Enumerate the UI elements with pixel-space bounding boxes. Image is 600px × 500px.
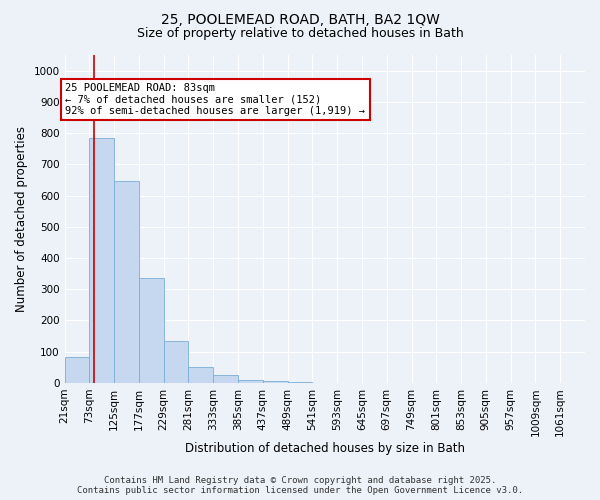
Bar (164, 341, 188, 383)
Text: Size of property relative to detached houses in Bath: Size of property relative to detached ho… (137, 28, 463, 40)
Bar (287, 382, 313, 383)
Y-axis label: Number of detached properties: Number of detached properties (15, 126, 28, 312)
Bar (188, 368, 213, 383)
Bar (114, 182, 139, 383)
Bar (89, 138, 114, 383)
X-axis label: Distribution of detached houses by size in Bath: Distribution of detached houses by size … (185, 442, 465, 455)
Text: 25 POOLEMEAD ROAD: 83sqm
← 7% of detached houses are smaller (152)
92% of semi-d: 25 POOLEMEAD ROAD: 83sqm ← 7% of detache… (65, 83, 365, 116)
Text: Contains HM Land Registry data © Crown copyright and database right 2025.
Contai: Contains HM Land Registry data © Crown c… (77, 476, 523, 495)
Bar (65, 357, 89, 383)
Text: 25, POOLEMEAD ROAD, BATH, BA2 1QW: 25, POOLEMEAD ROAD, BATH, BA2 1QW (161, 12, 439, 26)
Bar (263, 382, 287, 383)
Bar (213, 375, 238, 383)
Bar (139, 278, 164, 383)
Bar (238, 380, 263, 383)
